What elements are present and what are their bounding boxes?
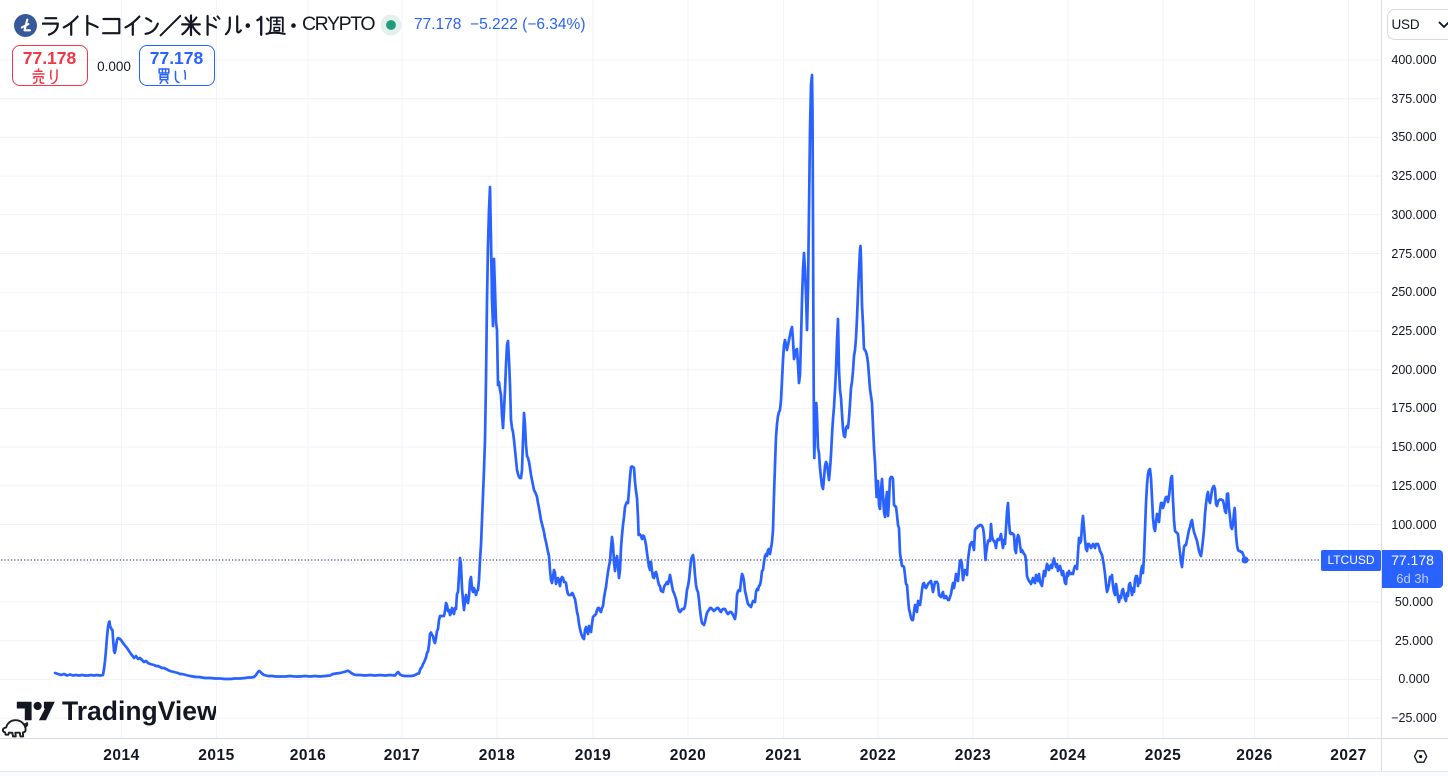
svg-text:TradingView: TradingView xyxy=(62,700,216,726)
